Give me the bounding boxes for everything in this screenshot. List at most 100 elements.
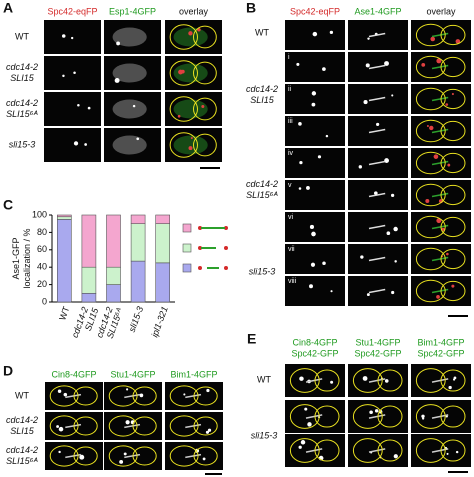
micrograph xyxy=(285,52,345,82)
micrograph xyxy=(285,20,345,50)
signal-dot xyxy=(298,122,302,126)
micrograph xyxy=(411,276,471,306)
row-label: cdc14-2 xyxy=(6,62,38,72)
row-label: SLI15 xyxy=(10,426,35,436)
signal-dot xyxy=(421,414,425,418)
signal-dot xyxy=(384,158,389,163)
micrograph xyxy=(411,400,471,433)
signal-haze xyxy=(173,27,208,47)
signal-dot xyxy=(188,31,193,36)
row-label: WT xyxy=(257,374,271,384)
signal-dot xyxy=(299,376,304,381)
cell-outline xyxy=(49,445,79,467)
micrograph xyxy=(348,20,408,50)
signal-dot xyxy=(125,420,130,425)
bar-segment xyxy=(106,214,121,268)
signal-dot xyxy=(300,440,306,445)
column-header: Cin8-4GFP xyxy=(51,369,96,379)
row-numeral: vi xyxy=(288,214,294,221)
signal-dot xyxy=(367,37,370,40)
image-background xyxy=(285,52,345,82)
cell-outline xyxy=(73,416,98,436)
cell-outline xyxy=(193,386,218,406)
cell-outline xyxy=(49,415,79,437)
signal-dot xyxy=(201,104,205,109)
signal-haze xyxy=(173,63,208,83)
signal-dot xyxy=(116,41,120,46)
bar-segment xyxy=(56,219,72,303)
signal-dot xyxy=(391,290,395,295)
panel-letter: E xyxy=(247,331,256,347)
cell-outline xyxy=(440,439,466,462)
cell-outline xyxy=(108,415,138,437)
cell-outline xyxy=(415,438,446,463)
signal-dot xyxy=(63,392,68,397)
x-tick-label: ipl1-321 xyxy=(149,305,169,339)
micrograph xyxy=(348,148,408,178)
legend-icon xyxy=(224,266,228,270)
cell-outline xyxy=(440,88,466,110)
bar-segment xyxy=(130,260,146,303)
cell-outline xyxy=(193,446,218,466)
signal-dot xyxy=(421,417,425,420)
row-label: cdc14-2 xyxy=(246,84,278,94)
signal-dot xyxy=(132,104,136,108)
bar-segment xyxy=(106,266,121,285)
cell-outline xyxy=(415,87,446,111)
micrograph xyxy=(165,20,222,54)
micrograph xyxy=(348,84,408,114)
y-label-line: localization / % xyxy=(22,228,32,288)
micrograph xyxy=(348,244,408,274)
signal-dot xyxy=(306,186,310,190)
micrograph xyxy=(44,128,101,162)
y-tick-label: 100 xyxy=(32,209,47,219)
signal-dot xyxy=(330,290,333,293)
micrograph xyxy=(104,382,162,410)
y-tick-label: 60 xyxy=(37,244,47,254)
signal-dot xyxy=(329,30,334,35)
micrograph xyxy=(165,92,222,126)
row-label: sli15-3 xyxy=(251,430,278,440)
cell-outline xyxy=(193,97,217,121)
signal-dot xyxy=(73,141,79,146)
row-label: SLI15 xyxy=(10,73,35,83)
cell-outline xyxy=(169,132,198,158)
row-label: cdc14-2 xyxy=(6,415,38,425)
micrograph xyxy=(165,382,223,410)
micrograph xyxy=(104,442,162,470)
cell-outline xyxy=(169,24,198,50)
signal-dot xyxy=(205,430,210,434)
signal-haze xyxy=(112,135,147,155)
micrograph xyxy=(411,52,471,82)
signal-dot xyxy=(453,376,457,380)
signal-dot xyxy=(202,457,206,461)
column-header: overlay xyxy=(426,6,456,16)
signal-dot xyxy=(390,193,395,198)
y-axis-label: Ase1-GFPlocalization / % xyxy=(11,228,32,288)
signal-dot xyxy=(455,39,461,44)
signal-haze xyxy=(173,135,208,155)
legend-icon xyxy=(224,246,228,250)
micrograph xyxy=(44,20,101,54)
cell-outline xyxy=(169,385,199,407)
row-label: SLI15 xyxy=(250,95,275,105)
row-label: WT xyxy=(255,27,269,37)
signal-dot xyxy=(436,58,442,64)
image-background xyxy=(285,148,345,178)
cell-outline xyxy=(352,438,383,463)
signal-dot xyxy=(446,452,449,455)
row-numeral: ii xyxy=(288,86,292,93)
micrograph xyxy=(285,84,345,114)
signal-dot xyxy=(311,102,316,107)
micrograph xyxy=(348,400,408,433)
cell-outline xyxy=(108,385,138,407)
signal-dot xyxy=(304,407,308,411)
micrograph xyxy=(45,412,103,440)
signal-dot xyxy=(119,459,124,464)
signal-dot xyxy=(386,231,391,236)
panel-letter: A xyxy=(3,0,13,16)
micrograph xyxy=(348,434,408,467)
signal-dot xyxy=(393,454,398,459)
micrograph xyxy=(45,442,103,470)
spindle xyxy=(368,64,386,70)
